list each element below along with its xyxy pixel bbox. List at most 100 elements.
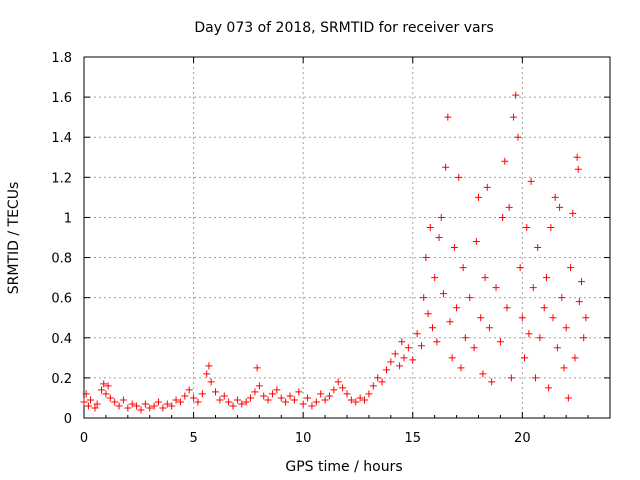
data-point — [207, 378, 215, 386]
data-point — [466, 294, 474, 302]
data-point — [571, 354, 579, 362]
data-point — [485, 324, 493, 332]
data-point — [439, 290, 447, 298]
data-point — [518, 314, 526, 322]
data-point — [317, 390, 325, 398]
data-point — [369, 382, 377, 390]
data-point — [216, 396, 224, 404]
data-point — [470, 344, 478, 352]
y-tick-label: 0.8 — [51, 252, 72, 267]
y-axis-label: SRMTID / TECUs — [6, 182, 22, 295]
data-point — [312, 398, 320, 406]
data-point — [525, 330, 533, 338]
data-point — [229, 402, 237, 410]
data-point — [194, 398, 202, 406]
x-axis: 0 5 10 15 20 — [80, 57, 589, 446]
data-point — [374, 374, 382, 382]
data-point — [100, 380, 108, 388]
data-point — [507, 374, 515, 382]
data-point — [420, 294, 428, 302]
data-point — [435, 234, 443, 241]
y-tick-label: 1.4 — [51, 131, 72, 146]
data-point — [220, 392, 228, 400]
data-point — [413, 330, 421, 338]
data-point — [247, 394, 255, 402]
data-point — [431, 274, 439, 282]
data-point — [150, 402, 158, 410]
data-point — [87, 396, 95, 404]
y-tick-label: 1.2 — [51, 171, 72, 186]
data-point — [547, 223, 555, 231]
data-point — [104, 382, 112, 390]
plot-frame — [83, 56, 611, 419]
data-point — [459, 264, 467, 272]
data-point — [455, 173, 463, 181]
data-point — [479, 370, 487, 378]
data-point — [578, 278, 586, 286]
data-point — [185, 386, 193, 394]
data-point — [444, 113, 452, 121]
data-point — [514, 133, 522, 141]
data-point — [273, 386, 281, 394]
data-point — [133, 402, 141, 410]
data-point — [295, 388, 303, 396]
data-point — [418, 342, 426, 350]
data-point — [433, 338, 441, 346]
data-point — [176, 398, 184, 406]
data-point — [424, 310, 432, 318]
data-point — [472, 238, 480, 246]
data-point — [205, 362, 213, 370]
data-point — [551, 193, 559, 201]
data-point — [446, 318, 454, 326]
data-point — [573, 153, 581, 161]
data-point — [98, 386, 106, 394]
y-tick-label: 0.2 — [51, 372, 72, 387]
y-axis: 0 0.2 0.4 0.6 0.8 1 1.2 1.4 1.6 1.8 — [51, 51, 610, 427]
data-point — [422, 254, 430, 262]
data-point — [510, 113, 518, 121]
data-point — [477, 314, 485, 322]
chart-title: Day 073 of 2018, SRMTID for receiver var… — [194, 20, 493, 36]
data-point — [501, 157, 509, 165]
data-point — [503, 304, 511, 312]
grid — [84, 57, 610, 418]
data-point — [128, 400, 136, 408]
data-point — [457, 364, 465, 372]
data-point — [286, 392, 294, 400]
data-point — [556, 203, 564, 211]
data-point — [428, 324, 436, 332]
data-point — [233, 396, 241, 404]
data-point — [398, 338, 406, 346]
data-point — [255, 382, 263, 390]
data-point — [426, 223, 434, 231]
data-point — [569, 209, 577, 217]
data-point — [352, 398, 360, 406]
data-point — [560, 364, 568, 372]
data-point — [492, 284, 500, 292]
x-tick-label: 10 — [295, 431, 312, 446]
data-point — [264, 396, 272, 404]
data-point — [172, 396, 180, 404]
data-point — [155, 398, 163, 406]
data-point — [190, 394, 198, 402]
data-point — [325, 392, 333, 400]
data-point — [260, 392, 268, 400]
data-point — [84, 402, 92, 410]
data-point — [387, 358, 395, 366]
data-point — [400, 354, 408, 362]
data-point — [448, 354, 456, 362]
data-point — [168, 402, 176, 410]
data-point — [93, 400, 101, 408]
data-point — [512, 91, 520, 99]
data-point — [521, 354, 529, 362]
data-point — [545, 384, 553, 392]
data-point — [290, 396, 298, 404]
data-point — [137, 406, 145, 414]
data-point — [529, 284, 537, 292]
x-tick-label: 15 — [404, 431, 421, 446]
data-point — [574, 165, 582, 173]
data-point — [365, 390, 373, 398]
data-point — [488, 378, 496, 386]
data-point — [361, 396, 369, 404]
